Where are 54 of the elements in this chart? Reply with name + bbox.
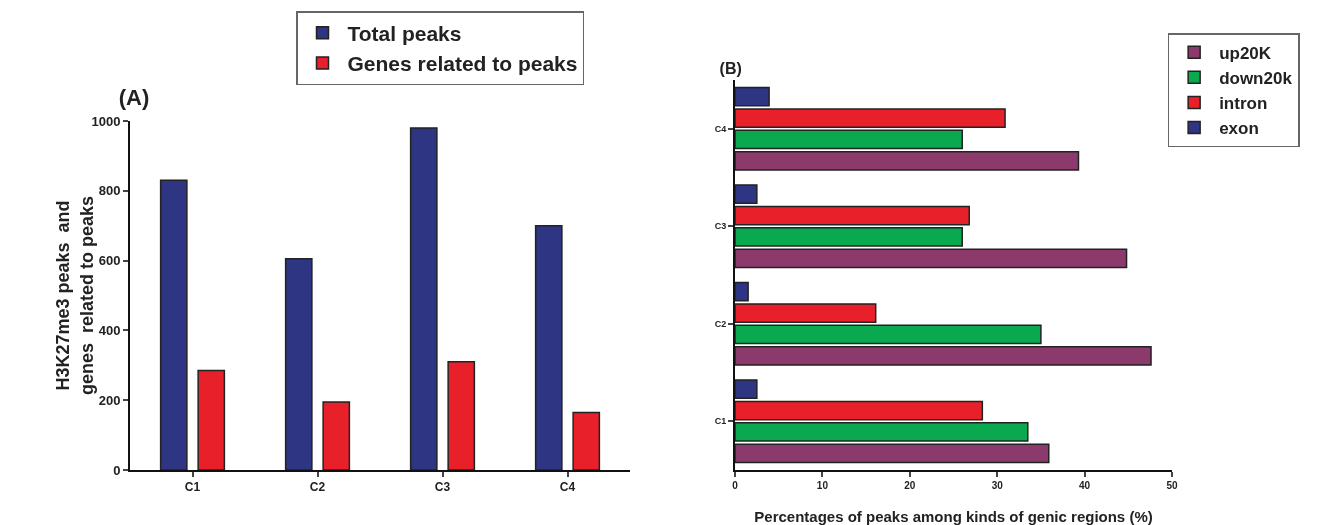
- x-tick-label: C2: [309, 480, 326, 495]
- y-tick-label: 800: [98, 183, 121, 199]
- x-tick-label: 0: [732, 480, 739, 491]
- y-tick-label: 0: [113, 462, 121, 478]
- x-tick-label: 50: [1166, 480, 1178, 491]
- chart-title: (B): [719, 59, 742, 77]
- legend-label: intron: [1219, 94, 1268, 114]
- chart-title: (A): [118, 85, 150, 110]
- y-tick-label: C1: [714, 416, 727, 427]
- bar: [284, 258, 313, 470]
- y-tick-label: C4: [714, 123, 727, 134]
- bar: [735, 324, 1042, 345]
- bar: [572, 411, 601, 470]
- legend-label: down20k: [1219, 68, 1293, 88]
- bar: [534, 224, 563, 470]
- bar: [322, 401, 351, 470]
- bar: [197, 369, 226, 470]
- bar: [735, 86, 770, 107]
- bar: [735, 129, 963, 150]
- y-tick-label: C3: [714, 221, 727, 232]
- bar: [735, 108, 1006, 128]
- x-tick-label: C3: [434, 480, 451, 495]
- bar: [735, 281, 749, 302]
- bar: [735, 346, 1152, 366]
- legend-label: Genes related to peaks: [347, 52, 578, 76]
- legend-label: up20K: [1219, 43, 1272, 63]
- y-tick-label: 200: [98, 392, 121, 408]
- bar: [447, 361, 476, 470]
- bar: [735, 151, 1080, 171]
- bar: [735, 227, 963, 247]
- legend-label: Total peaks: [347, 21, 462, 45]
- x-tick-label: C4: [559, 480, 576, 495]
- x-tick-label: 20: [904, 480, 916, 491]
- x-tick-label: 30: [991, 480, 1004, 491]
- bar: [735, 379, 758, 399]
- bar: [735, 205, 970, 226]
- y-axis-title: H3K27me3 peaks and genes related to peaks: [53, 195, 97, 396]
- bar: [735, 422, 1029, 442]
- bar: [159, 179, 188, 470]
- legend-label: exon: [1219, 119, 1259, 139]
- y-tick-label: 1000: [91, 113, 121, 129]
- bar: [735, 303, 877, 323]
- x-tick-label: 40: [1079, 480, 1091, 491]
- bar: [409, 127, 438, 470]
- bar: [735, 443, 1050, 464]
- y-tick-label: 400: [98, 322, 121, 338]
- x-tick-label: 10: [816, 480, 829, 491]
- x-tick-label: C1: [184, 480, 201, 495]
- bar: [735, 248, 1128, 269]
- x-axis-title: Percentages of peaks among kinds of genic regions (%): [754, 508, 1153, 525]
- bar: [735, 400, 984, 421]
- y-tick-label: C2: [714, 318, 727, 329]
- bar: [735, 184, 758, 204]
- y-tick-label: 600: [98, 253, 121, 269]
